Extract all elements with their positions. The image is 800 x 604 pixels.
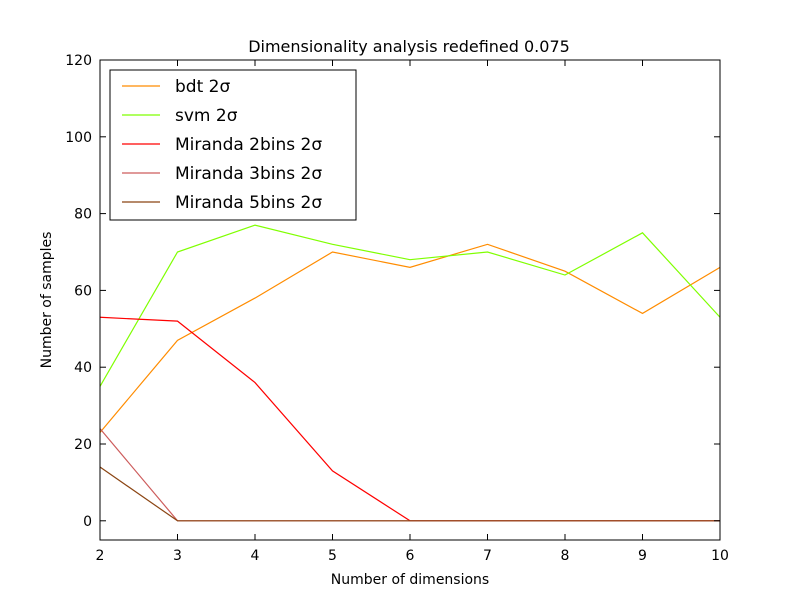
x-tick-label: 3 bbox=[173, 548, 182, 564]
legend-label-4: Miranda 5bins 2σ bbox=[175, 193, 322, 213]
x-tick-label: 10 bbox=[711, 548, 729, 564]
x-tick-label: 4 bbox=[251, 548, 260, 564]
series-line-4 bbox=[99, 466, 720, 522]
y-tick-label: 120 bbox=[65, 53, 92, 69]
x-tick-label: 9 bbox=[638, 548, 647, 564]
x-tick-label: 6 bbox=[406, 548, 415, 564]
legend-box bbox=[109, 69, 357, 221]
y-tick-label: 20 bbox=[74, 437, 92, 453]
x-tick-label: 8 bbox=[561, 548, 570, 564]
legend-label-2: Miranda 2bins 2σ bbox=[175, 135, 322, 155]
x-tick-label: 2 bbox=[96, 548, 105, 564]
series-line-2 bbox=[99, 316, 720, 522]
legend-label-3: Miranda 3bins 2σ bbox=[175, 164, 322, 184]
plot-lines bbox=[99, 224, 721, 522]
y-tick-label: 80 bbox=[74, 207, 92, 223]
legend: bdt 2σ svm 2σ Miranda 2bins 2σ Miranda 3bin… bbox=[109, 69, 357, 221]
y-tick-label: 60 bbox=[74, 283, 92, 299]
x-axis-label: Number of dimensions bbox=[331, 572, 489, 588]
series-line-0 bbox=[99, 243, 721, 433]
x-axis-ticks: 2 3 4 5 6 7 8 9 10 bbox=[96, 60, 729, 564]
y-axis-ticks: 0 20 40 60 80 100 120 bbox=[65, 53, 720, 530]
chart-title: Dimensionality analysis redefined 0.075 bbox=[248, 37, 570, 56]
x-tick-label: 7 bbox=[483, 548, 492, 564]
series-line-1 bbox=[99, 224, 721, 387]
x-tick-label: 5 bbox=[328, 548, 337, 564]
y-tick-label: 100 bbox=[65, 130, 92, 146]
y-tick-label: 0 bbox=[83, 514, 92, 530]
series-line-3 bbox=[99, 428, 720, 522]
legend-label-1: svm 2σ bbox=[175, 106, 238, 126]
y-axis-label: Number of samples bbox=[39, 232, 55, 369]
y-tick-label: 40 bbox=[74, 360, 92, 376]
legend-label-0: bdt 2σ bbox=[175, 77, 230, 97]
